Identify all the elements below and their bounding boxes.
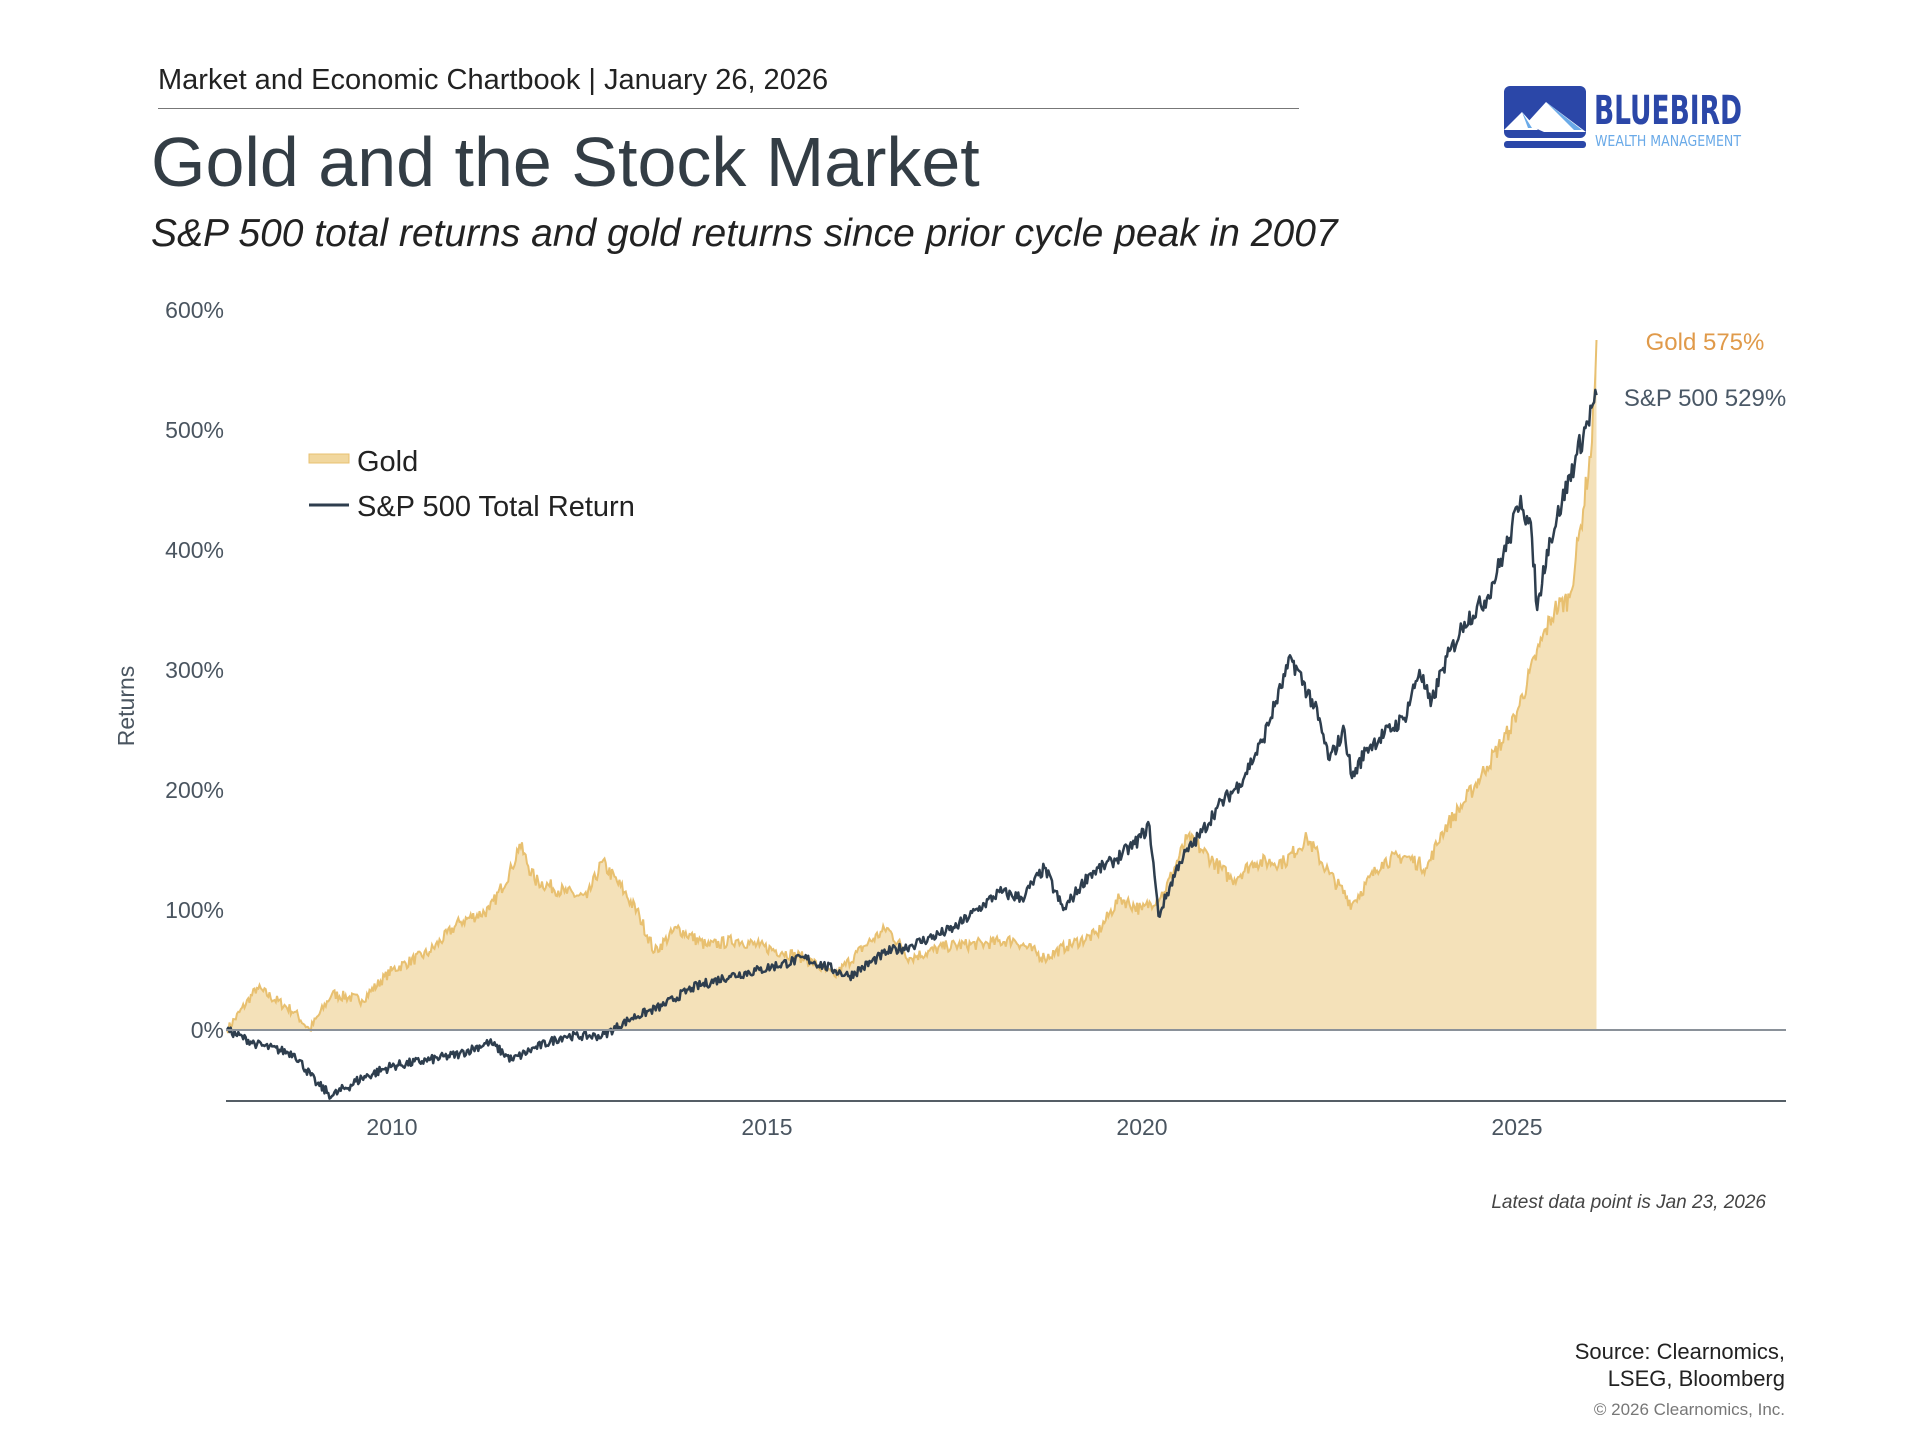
y-tick-label: 300% bbox=[165, 657, 224, 683]
logo-tagline: WEALTH MANAGEMENT bbox=[1595, 132, 1742, 150]
logo-name: BLUEBIRD bbox=[1594, 88, 1742, 134]
sp500-line bbox=[225, 388, 1598, 1100]
chart-subtitle: S&P 500 total returns and gold returns s… bbox=[151, 212, 1338, 255]
y-tick-label: 0% bbox=[191, 1017, 224, 1043]
legend-swatch-gold bbox=[308, 453, 350, 464]
gold-end-label: Gold 575% bbox=[1646, 329, 1765, 356]
x-tick-label: 2020 bbox=[1116, 1114, 1167, 1140]
legend-label-gold: Gold bbox=[357, 446, 418, 478]
x-tick-label: 2010 bbox=[366, 1114, 417, 1140]
y-axis-label: Returns bbox=[113, 666, 139, 747]
source-note: Source: Clearnomics, LSEG, Bloomberg bbox=[1575, 1338, 1785, 1392]
gold-area bbox=[227, 340, 1597, 1033]
y-tick-label: 200% bbox=[165, 777, 224, 803]
header-divider bbox=[158, 108, 1299, 109]
source-line-1: Source: Clearnomics, bbox=[1574, 1339, 1785, 1364]
legend-label-sp500: S&P 500 Total Return bbox=[357, 491, 635, 523]
source-line-2: LSEG, Bloomberg bbox=[1607, 1366, 1785, 1391]
copyright: © 2026 Clearnomics, Inc. bbox=[1593, 1400, 1785, 1419]
y-tick-label: 400% bbox=[165, 537, 224, 563]
x-tick-label: 2015 bbox=[741, 1114, 792, 1140]
gold-line bbox=[226, 339, 1598, 1034]
legend: Gold S&P 500 Total Return bbox=[308, 446, 635, 523]
y-tick-label: 500% bbox=[165, 417, 224, 443]
x-tick-label: 2025 bbox=[1491, 1114, 1542, 1140]
latest-data-note: Latest data point is Jan 23, 2026 bbox=[1491, 1192, 1766, 1213]
y-tick-label: 600% bbox=[165, 297, 224, 323]
chart-title: Gold and the Stock Market bbox=[151, 123, 980, 201]
sp500-end-label: S&P 500 529% bbox=[1624, 385, 1786, 412]
bluebird-logo: BLUEBIRD WEALTH MANAGEMENT bbox=[1504, 86, 1742, 150]
y-tick-label: 100% bbox=[165, 897, 224, 923]
chartbook-header: Market and Economic Chartbook | January … bbox=[158, 64, 829, 96]
